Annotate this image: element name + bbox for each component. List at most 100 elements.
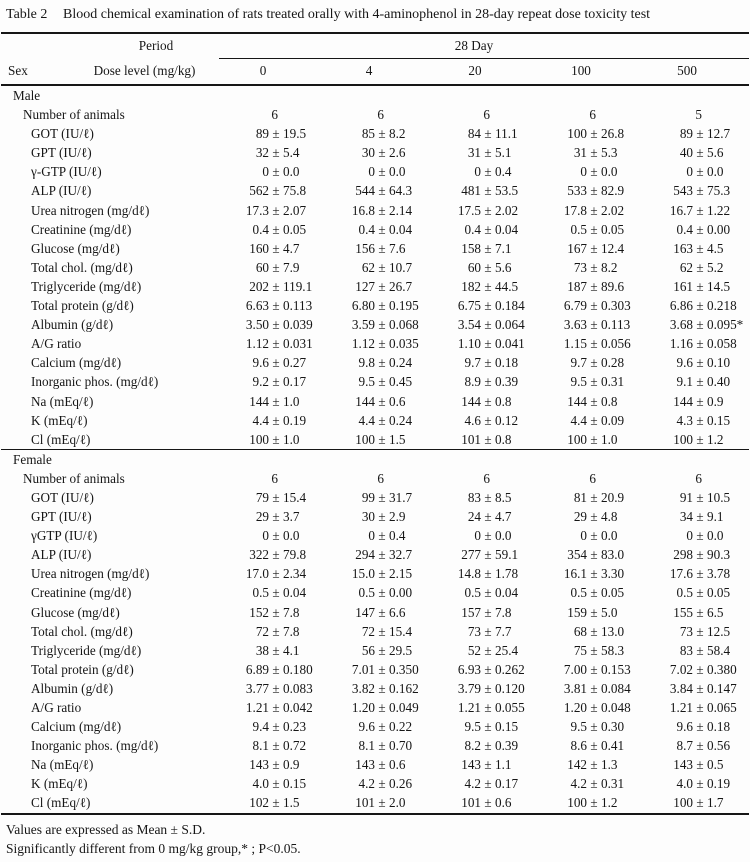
value-wrap: 14.8 ±1.78 [431, 564, 537, 583]
value-wrap: 83 ±58.4 [643, 641, 749, 660]
value-cell: 544 ±64.3 [325, 181, 431, 200]
value-wrap: 5 [643, 105, 749, 124]
sd-value: 0.41 [601, 738, 625, 754]
value-wrap: 3.54 ±0.064 [431, 315, 537, 334]
table-row: Total chol. (mg/dℓ) 72 ±7.8 72 ±15.4 73 ±7.7 68… [1, 622, 749, 641]
plus-minus: ± [272, 623, 280, 639]
mean-value: 6 [377, 470, 384, 486]
animal-count-cell: 6 [431, 469, 537, 488]
value-cell: 68 ±13.0 [537, 622, 643, 641]
mean-value: 16.1 [563, 566, 587, 582]
sd-value: 5.1 [495, 145, 512, 161]
sd-value: 0.39 [495, 374, 519, 390]
period-value: 28 Day [219, 33, 750, 59]
sd-value: 0.28 [601, 355, 625, 371]
footnotes: Values are expressed as Mean ± S.D. Sign… [0, 815, 750, 858]
value-cell: 6.93 ±0.262 [431, 660, 537, 679]
sd-value: 20.9 [601, 489, 625, 505]
mean-value: 17.5 [457, 202, 481, 218]
row-label: Na (mEq/ℓ) [31, 757, 94, 773]
plus-minus: ± [484, 661, 492, 677]
mean-value: 6 [377, 107, 384, 123]
value-cell: 6.89 ±0.180 [219, 660, 325, 679]
plus-minus: ± [272, 145, 280, 161]
sd-value: 2.34 [283, 566, 307, 582]
sd-value: 0.15 [283, 776, 307, 792]
mean-value: 294 [355, 547, 375, 563]
sd-value: 12.7 [707, 126, 731, 142]
mean-value: 4.4 [252, 412, 269, 428]
value-wrap: 156 ±7.6 [325, 239, 431, 258]
row-label: Total chol. (mg/dℓ) [31, 623, 133, 639]
sd-value: 0.065 [707, 700, 737, 715]
plus-minus: ± [696, 317, 704, 333]
value-cell: 167 ±12.4 [537, 239, 643, 258]
plus-minus: ± [378, 547, 386, 563]
sd-value: 0.180 [283, 661, 313, 677]
value-cell: 0.4 ±0.04 [431, 220, 537, 239]
plus-minus: ± [484, 623, 492, 639]
value-wrap: 3.63 ±0.113 [537, 315, 643, 334]
plus-minus: ± [272, 776, 280, 792]
sd-value: 12.5 [707, 623, 731, 639]
value-wrap: 144 ±0.8 [431, 392, 537, 411]
value-wrap: 9.6 ±0.10 [643, 353, 749, 372]
value-cell: 9.6 ±0.10 [643, 353, 749, 372]
mean-value: 100 [567, 795, 587, 811]
value-wrap: 0 ±0.0 [643, 162, 749, 181]
sd-value [389, 105, 431, 124]
plus-minus: ± [590, 795, 598, 811]
sd-value: 0.153 [601, 661, 631, 677]
sd-value: 6.5 [707, 604, 724, 620]
value-wrap: 143 ±0.5 [643, 755, 749, 774]
mean-value: 62 [679, 259, 693, 275]
row-label: Albumin (g/dℓ) [31, 317, 114, 333]
value-cell: 7.01 ±0.350 [325, 660, 431, 679]
sd-value: 9.1 [707, 509, 724, 525]
mean-value: 68 [573, 623, 587, 639]
mean-value: 1.15 [563, 336, 587, 352]
value-wrap: 17.6 ±3.78 [643, 564, 749, 583]
table-row: Triglyceride (mg/dℓ) 202 ±119.1 127 ±26.7 182… [1, 277, 749, 296]
mean-value: 143 [355, 757, 375, 773]
plus-minus: ± [378, 164, 386, 180]
plus-minus: ± [696, 412, 704, 428]
value-wrap: 0 ±0.0 [643, 526, 749, 545]
value-wrap: 0 ±0.0 [537, 162, 643, 181]
sex-dose-header: Sex Dose level (mg/kg) [1, 58, 219, 86]
value-cell: 9.5 ±0.15 [431, 717, 537, 736]
value-wrap: 91 ±10.5 [643, 488, 749, 507]
value-wrap: 9.5 ±0.45 [325, 372, 431, 391]
dose-column-0: 0 [219, 58, 325, 86]
value-wrap: 4.2 ±0.17 [431, 774, 537, 793]
value-wrap: 0 ±0.0 [431, 526, 537, 545]
value-wrap: 9.7 ±0.18 [431, 353, 537, 372]
plus-minus: ± [696, 126, 704, 142]
value-cell: 8.1 ±0.70 [325, 736, 431, 755]
mean-value: 85 [361, 126, 375, 142]
value-wrap: 354 ±83.0 [537, 545, 643, 564]
value-cell: 100 ±1.5 [325, 430, 431, 450]
mean-value: 6 [483, 107, 490, 123]
sex-label: Sex [8, 63, 28, 78]
value-wrap: 52 ±25.4 [431, 641, 537, 660]
sd-value: 0.27 [283, 355, 307, 371]
mean-value: 8.2 [464, 738, 481, 754]
value-cell: 1.20 ±0.048 [537, 698, 643, 717]
plus-minus: ± [272, 585, 280, 601]
plus-minus: ± [378, 393, 386, 409]
value-cell: 6.79 ±0.303 [537, 296, 643, 315]
mean-value: 6 [589, 107, 596, 123]
plus-minus: ± [378, 623, 386, 639]
value-cell: 0 ±0.4 [325, 526, 431, 545]
sd-value: 2.07 [283, 202, 307, 218]
row-label: γ-GTP (IU/ℓ) [31, 164, 102, 180]
sd-value: 0.058 [707, 336, 737, 352]
mean-value: 31 [467, 145, 481, 161]
value-wrap: 4.4 ±0.09 [537, 411, 643, 430]
plus-minus: ± [696, 738, 704, 754]
plus-minus: ± [272, 547, 280, 563]
mean-value: 9.5 [570, 374, 587, 390]
value-wrap: 144 ±0.9 [643, 392, 749, 411]
mean-value: 9.5 [570, 719, 587, 735]
